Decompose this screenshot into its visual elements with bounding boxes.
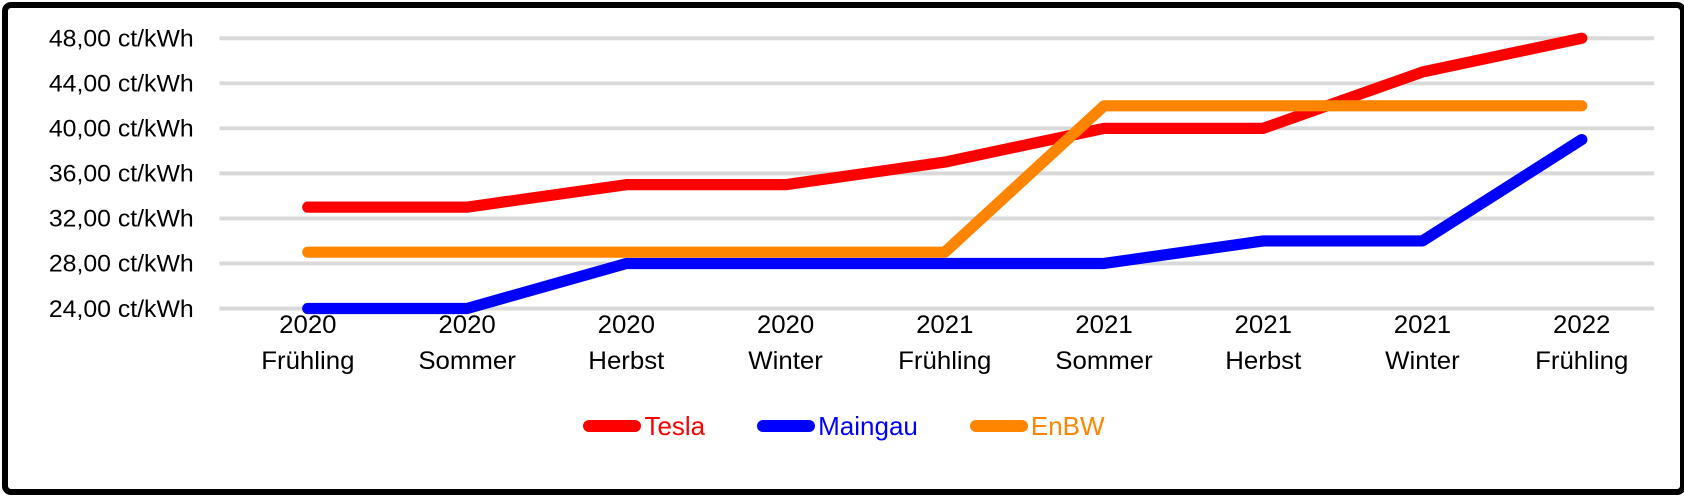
x-tick-year: 2020 — [438, 311, 495, 339]
x-tick: 2020 Sommer — [418, 311, 516, 375]
y-tick-label: 24,00 ct/kWh — [49, 296, 194, 323]
line-chart-svg: 48,00 ct/kWh 44,00 ct/kWh 40,00 ct/kWh 36,0… — [49, 26, 1655, 375]
x-tick-year: 2020 — [757, 311, 814, 339]
y-tick-label: 28,00 ct/kWh — [49, 251, 194, 278]
x-tick-year: 2021 — [916, 311, 973, 339]
y-tick-label: 32,00 ct/kWh — [49, 206, 194, 233]
x-tick-season: Sommer — [1055, 347, 1153, 375]
x-tick-season: Frühling — [898, 347, 991, 375]
x-tick-season: Winter — [748, 347, 823, 375]
y-tick-label: 40,00 ct/kWh — [49, 116, 194, 143]
x-tick: 2022 Frühling — [1535, 311, 1628, 375]
series-line-tesla — [302, 32, 1588, 213]
x-tick-season: Herbst — [588, 347, 664, 375]
y-tick-label: 48,00 ct/kWh — [49, 26, 194, 53]
x-tick-season: Sommer — [418, 347, 516, 375]
x-tick: 2020 Frühling — [261, 311, 354, 375]
x-tick-year: 2021 — [1235, 311, 1292, 339]
x-tick-season: Herbst — [1225, 347, 1301, 375]
x-tick-year: 2020 — [598, 311, 655, 339]
x-tick: 2021 Herbst — [1225, 311, 1301, 375]
x-tick-year: 2020 — [279, 311, 336, 339]
x-tick-season: Frühling — [261, 347, 354, 375]
x-tick: 2020 Herbst — [588, 311, 664, 375]
x-tick: 2021 Sommer — [1055, 311, 1153, 375]
y-axis-labels-group: 48,00 ct/kWh 44,00 ct/kWh 40,00 ct/kWh 36,0… — [49, 26, 194, 323]
x-tick: 2021 Frühling — [898, 311, 991, 375]
series-line-maingau — [302, 133, 1588, 315]
x-tick-year: 2021 — [1394, 311, 1451, 339]
y-tick-label: 36,00 ct/kWh — [49, 161, 194, 188]
x-tick-season: Winter — [1385, 347, 1460, 375]
x-tick-season: Frühling — [1535, 347, 1628, 375]
x-tick-year: 2022 — [1553, 311, 1610, 339]
y-tick-label: 44,00 ct/kWh — [49, 71, 194, 98]
x-tick: 2021 Winter — [1385, 311, 1460, 375]
series-line-enbw — [302, 100, 1588, 258]
x-tick: 2020 Winter — [748, 311, 823, 375]
x-axis-labels-group: 2020 Frühling 2020 Sommer 2020 Herbst 2020 Wint… — [261, 311, 1628, 375]
series-lines-group — [302, 32, 1588, 315]
x-tick-year: 2021 — [1075, 311, 1132, 339]
